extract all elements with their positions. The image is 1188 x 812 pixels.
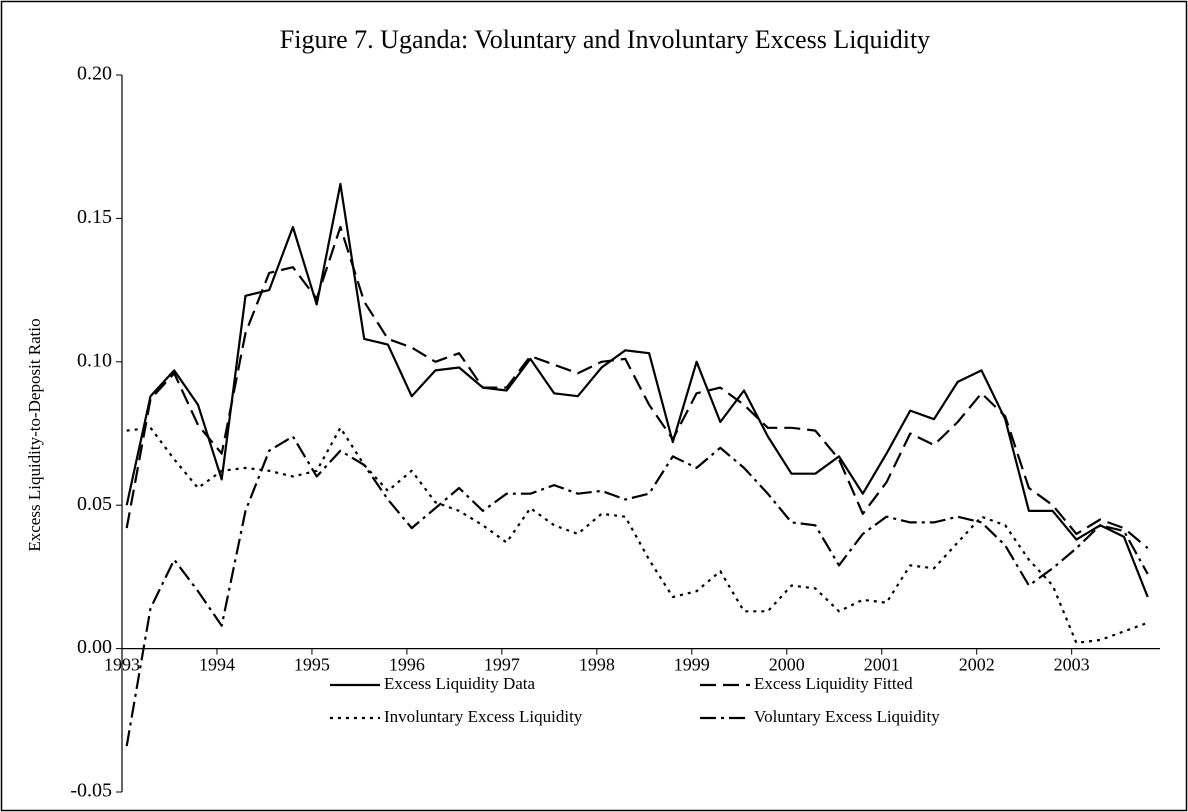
series-line: [125, 182, 1149, 598]
y-tick-label: 0.20: [77, 63, 112, 85]
x-tick-label: 1994: [199, 655, 235, 675]
x-tick-label: 1997: [484, 655, 520, 675]
y-tick-label: -0.05: [70, 780, 112, 802]
series-line: [126, 426, 1149, 644]
x-tick-label: 1998: [579, 655, 615, 675]
x-tick-label: 2002: [959, 655, 995, 675]
x-tick-label: 1995: [294, 655, 330, 675]
legend-label: Voluntary Excess Liquidity: [754, 707, 940, 726]
y-tick-label: 0.05: [77, 493, 112, 515]
series-line: [125, 435, 1149, 747]
legend-label: Excess Liquidity Fitted: [754, 674, 913, 693]
chart-title: Figure 7. Uganda: Voluntary and Involunt…: [280, 25, 930, 54]
y-tick-label: 0.10: [77, 349, 112, 371]
x-tick-label: 1996: [389, 655, 425, 675]
series-line: [125, 225, 1149, 550]
x-tick-label: 2000: [769, 655, 805, 675]
x-tick-label: 2001: [864, 655, 900, 675]
x-tick-label: 1999: [674, 655, 710, 675]
x-tick-label: 1993: [104, 655, 140, 675]
y-tick-label: 0.00: [77, 636, 112, 658]
y-axis-label: Excess Liquidity-to-Deposit Ratio: [25, 318, 44, 551]
x-tick-label: 2003: [1054, 655, 1090, 675]
y-tick-label: 0.15: [77, 206, 112, 228]
legend-label: Involuntary Excess Liquidity: [384, 707, 583, 726]
legend-label: Excess Liquidity Data: [384, 674, 536, 693]
